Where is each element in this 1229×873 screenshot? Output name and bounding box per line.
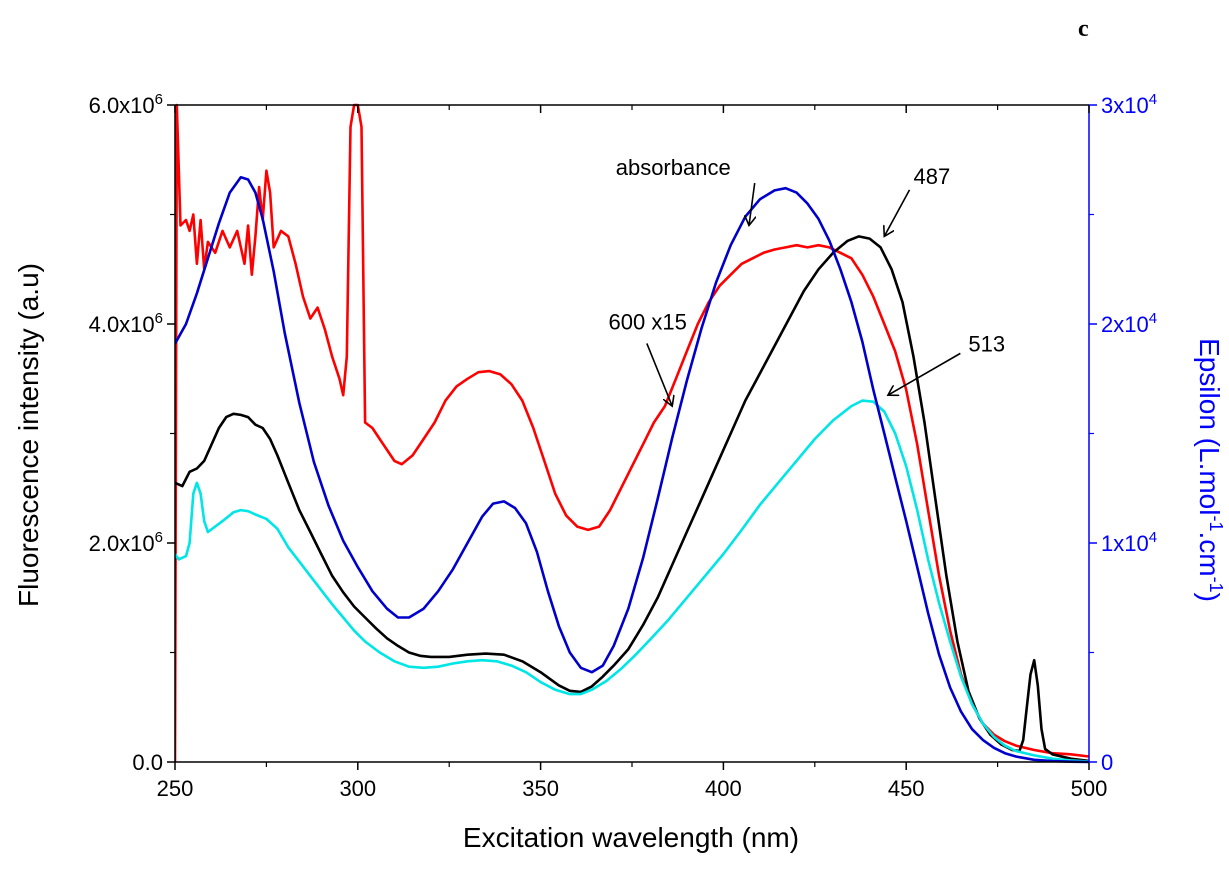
y2-axis-title: Epsilon (L.mol-1.cm-1) [1194, 338, 1226, 602]
annotation-label-1: 487 [914, 164, 951, 189]
annotation-label-3: 513 [968, 331, 1005, 356]
y-axis-title: Fluorescence intensity (a.u) [13, 263, 44, 607]
x-tick-label: 450 [888, 776, 925, 801]
annotation-arrow-0 [749, 182, 755, 225]
y2-tick-label: 0 [1101, 750, 1113, 775]
annotation-layer: absorbance 487 600 x15 513 [609, 155, 1005, 406]
y2-tick-label: 1x104 [1101, 529, 1157, 556]
x-tick-label: 350 [522, 776, 559, 801]
x-tick-label: 250 [157, 776, 194, 801]
annotation-label-0: absorbance [616, 155, 731, 180]
series-line-3 [175, 176, 1089, 764]
y2-tick-label: 3x104 [1101, 91, 1157, 118]
annotation-arrow-3 [888, 352, 961, 395]
y-tick-label: 6.0x106 [89, 91, 163, 118]
annotation-label-2: 600 x15 [609, 309, 687, 334]
annotation-arrow-2 [646, 343, 672, 406]
x-tick-label: 300 [339, 776, 376, 801]
axes-layer: 250 300 350 400 450 500 0.0 2.0x106 4.0x106 6.0x1… [89, 91, 1157, 801]
y-tick-label: 0.0 [132, 750, 163, 775]
x-tick-label: 500 [1071, 776, 1108, 801]
series-line-0 [175, 103, 1089, 763]
y2-tick-label: 2x104 [1101, 310, 1157, 337]
x-axis-title: Excitation wavelength (nm) [463, 822, 799, 853]
series-layer [175, 103, 1089, 764]
series-line-2 [175, 399, 1089, 763]
y-tick-label: 2.0x106 [89, 529, 163, 556]
annotation-arrow-1 [884, 189, 911, 237]
x-tick-label: 400 [705, 776, 742, 801]
panel-label: c [1078, 16, 1089, 42]
y-tick-label: 4.0x106 [89, 310, 163, 337]
